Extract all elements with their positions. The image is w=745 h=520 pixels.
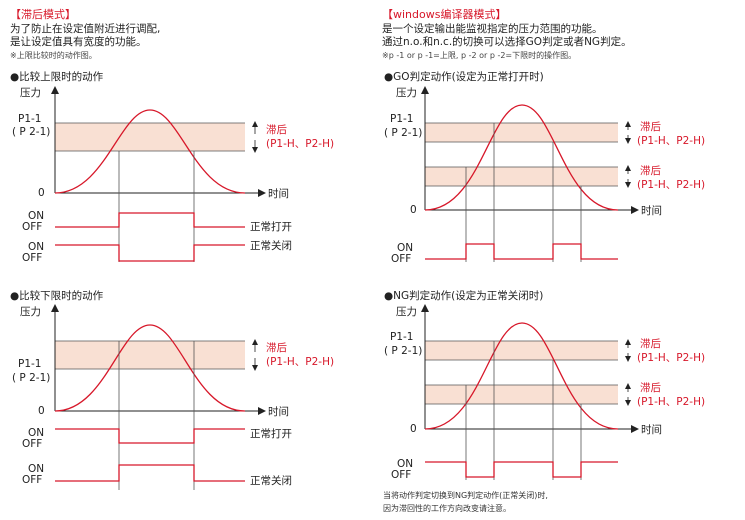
off-label: OFF: [22, 474, 42, 486]
on-label: ON: [28, 463, 44, 475]
p2-label: ( P 2-1): [384, 127, 422, 139]
zero-label: 0: [410, 204, 417, 216]
hysteresis-sub-label: (P1-H、P2-H): [266, 138, 334, 150]
lower-limit-chart: ●比较下限时的动作 压力 P1-1 ( P 2-1) 0 时间 滞后 (P1-H…: [10, 289, 334, 490]
normally-open-label: 正常打开: [250, 220, 292, 233]
normally-open-signal: [55, 212, 245, 228]
off-label: OFF: [391, 469, 411, 481]
normally-closed-signal: [55, 464, 245, 482]
ng-chart-heading: ●NG判定动作(设定为正常关闭时): [384, 289, 543, 302]
footnote-line2: 因为滞回性的工作方向改变请注意。: [383, 503, 511, 513]
upper-limit-chart: ●比较上限时的动作 压力 P1-1 ( P 2-1) 0 时间 滞后 (P1-H…: [10, 70, 334, 264]
on-label: ON: [28, 210, 44, 222]
y-axis-label: 压力: [396, 86, 417, 99]
p1-label: P1-1: [18, 358, 41, 370]
hysteresis-label: 滞后: [640, 382, 661, 394]
hysteresis-label: 滞后: [640, 165, 661, 177]
normally-open-label: 正常打开: [250, 427, 292, 440]
left-column: 【滞后模式】 为了防止在设定值附近进行调配, 是让设定值具有宽度的功能。 ※上限…: [10, 8, 334, 490]
off-label: OFF: [391, 253, 411, 265]
p1-label: P1-1: [18, 113, 41, 125]
p2-label: ( P 2-1): [12, 126, 50, 138]
ng-output-signal: [425, 461, 618, 478]
on-label: ON: [397, 242, 413, 254]
hysteresis-sub-label: (P1-H、P2-H): [637, 352, 705, 364]
p1-label: P1-1: [390, 113, 413, 125]
y-axis-label: 压力: [20, 86, 41, 99]
x-axis-label: 时间: [268, 405, 289, 418]
lower-chart-heading: ●比较下限时的动作: [10, 289, 104, 302]
go-output-signal: [425, 243, 618, 260]
upper-chart-heading: ●比较上限时的动作: [10, 70, 104, 83]
normally-closed-label: 正常关闭: [250, 239, 292, 252]
normally-open-signal: [55, 428, 245, 444]
zero-label: 0: [410, 423, 417, 435]
hysteresis-sub-label: (P1-H、P2-H): [637, 179, 705, 191]
off-label: OFF: [22, 438, 42, 450]
zero-label: 0: [38, 405, 45, 417]
right-desc-line1: 是一个设定输出能监视指定的压力范围的功能。: [382, 22, 603, 35]
hysteresis-band-lower: [425, 167, 618, 186]
left-desc-line2: 是让设定值具有宽度的功能。: [10, 35, 147, 48]
zero-label: 0: [38, 187, 45, 199]
on-label: ON: [397, 458, 413, 470]
pressure-curve: [424, 104, 619, 211]
hysteresis-band-upper: [425, 341, 618, 360]
off-label: OFF: [22, 221, 42, 233]
pressure-curve: [54, 109, 246, 194]
pressure-curve: [424, 322, 619, 430]
off-label: OFF: [22, 252, 42, 264]
right-note: ※p -1 or p -1=上限, p -2 or p -2=下限时的操作图。: [382, 50, 576, 60]
x-axis-label: 时间: [641, 423, 662, 436]
y-axis-label: 压力: [396, 305, 417, 318]
right-column: 【windows编译器模式】 是一个设定输出能监视指定的压力范围的功能。 通过n…: [382, 7, 705, 513]
hysteresis-label: 滞后: [640, 121, 661, 133]
hysteresis-sub-label: (P1-H、P2-H): [637, 135, 705, 147]
p2-label: ( P 2-1): [12, 372, 50, 384]
right-desc-line2: 通过n.o.和n.c.的切换可以选择GO判定或者NG判定。: [382, 35, 632, 48]
normally-closed-label: 正常关闭: [250, 474, 292, 487]
p2-label: ( P 2-1): [384, 345, 422, 357]
hysteresis-label: 滞后: [266, 124, 287, 136]
x-axis-label: 时间: [641, 204, 662, 217]
hysteresis-band: [55, 341, 245, 369]
ng-judgement-chart: ●NG判定动作(设定为正常关闭时) 压力 P1-1 ( P 2-1) 0 时间 …: [384, 289, 705, 481]
go-chart-heading: ●GO判定动作(设定为正常打开时): [384, 70, 544, 83]
x-axis-label: 时间: [268, 187, 289, 200]
y-axis-label: 压力: [20, 305, 41, 318]
hysteresis-sub-label: (P1-H、P2-H): [637, 396, 705, 408]
left-title: 【滞后模式】: [10, 8, 76, 21]
normally-closed-signal: [55, 244, 245, 262]
on-label: ON: [28, 427, 44, 439]
left-note: ※上限比较时的动作图。: [10, 50, 97, 60]
hysteresis-band-upper: [425, 123, 618, 142]
hysteresis-label: 滞后: [640, 338, 661, 350]
hysteresis-band-lower: [425, 385, 618, 404]
hysteresis-sub-label: (P1-H、P2-H): [266, 356, 334, 368]
pressure-curve: [54, 324, 246, 412]
p1-label: P1-1: [390, 331, 413, 343]
hysteresis-band: [55, 123, 245, 151]
hysteresis-label: 滞后: [266, 342, 287, 354]
right-title: 【windows编译器模式】: [382, 7, 506, 21]
on-label: ON: [28, 241, 44, 253]
footnote-line1: 当将动作判定切换到NG判定动作(正常关闭)时,: [383, 490, 548, 500]
left-desc-line1: 为了防止在设定值附近进行调配,: [10, 22, 160, 35]
go-judgement-chart: ●GO判定动作(设定为正常打开时) 压力 P1-1 ( P 2-1) 0 时间 …: [384, 70, 705, 265]
